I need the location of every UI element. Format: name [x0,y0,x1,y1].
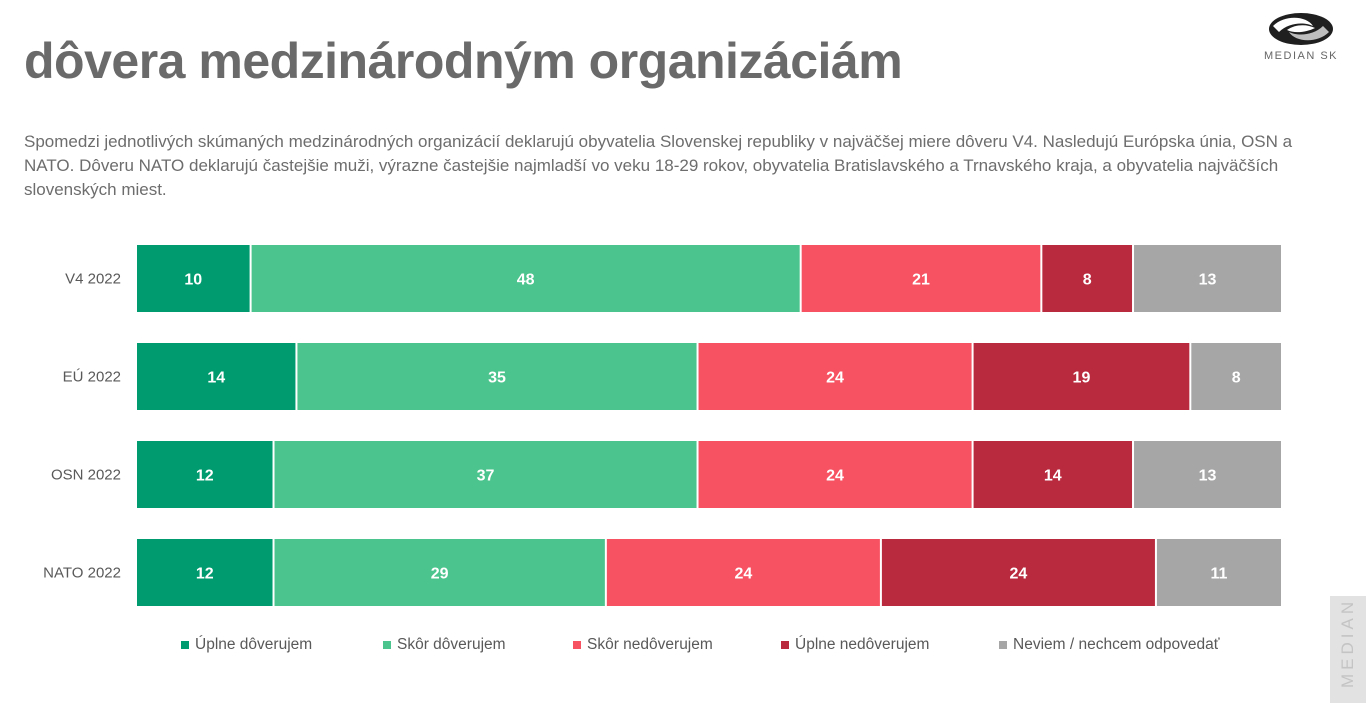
data-label: 24 [826,370,844,387]
bar-segment [973,343,1190,410]
data-label: 24 [826,468,844,485]
data-label: 10 [184,272,202,289]
data-label: 24 [1010,566,1028,583]
data-label: 12 [196,566,214,583]
chart-legend: Úplne dôverujem Skôr dôverujem Skôr nedôve… [0,636,1366,660]
data-label: 12 [196,468,214,485]
data-label: 14 [1044,468,1062,485]
bar-segment [606,539,880,606]
bar-segment [1156,539,1281,606]
legend-label: Skôr nedôverujem [587,636,713,653]
legend-label: Skôr dôverujem [397,636,506,653]
bar-segment [274,539,605,606]
bar-segment [1134,245,1281,312]
legend-item: Skôr nedôverujem [573,636,713,654]
legend-swatch [181,641,189,649]
side-brand-tab [1330,596,1366,703]
category-label: NATO 2022 [43,565,121,582]
data-label: 29 [431,566,449,583]
legend-item: Skôr dôverujem [383,636,506,654]
data-label: 11 [1211,566,1228,583]
category-label: EÚ 2022 [63,369,121,386]
bar-segment [973,441,1133,508]
bar-segment [1134,441,1281,508]
category-label: V4 2022 [65,271,121,288]
data-label: 13 [1199,272,1217,289]
data-label: 37 [477,468,495,485]
legend-swatch [999,641,1007,649]
bar-segment [137,245,250,312]
data-label: 35 [488,370,506,387]
median-logo-icon [1269,13,1333,45]
bar-segment [698,343,972,410]
legend-swatch [573,641,581,649]
bar-segment [137,343,296,410]
bar-segment [881,539,1155,606]
legend-label: Úplne dôverujem [195,636,313,653]
bar-segment [137,441,273,508]
data-label: 48 [517,272,535,289]
bar-segment [137,539,273,606]
legend-item: Úplne dôverujem [181,636,312,654]
bar-segment [251,245,800,312]
bar-segment [801,245,1041,312]
bar-segment [1042,245,1133,312]
legend-swatch [781,641,789,649]
legend-label: Neviem / nechcem odpovedať [1013,636,1220,653]
bar-segment [297,343,697,410]
bar-segment [698,441,972,508]
data-label: 19 [1073,370,1091,387]
legend-item: Úplne nedôverujem [781,636,929,654]
legend-label: Úplne nedôverujem [795,636,930,653]
bar-segment [274,441,697,508]
legend-swatch [383,641,391,649]
legend-item: Neviem / nechcem odpovedať [999,636,1220,654]
median-logo: MEDIAN SK [1264,10,1338,62]
side-brand-text: MEDIAN [1329,598,1366,688]
page-title: dôvera medzinárodným organizáciám [24,33,903,89]
data-label: 13 [1199,468,1217,485]
bar-segment [1191,343,1281,410]
data-label: 14 [207,370,225,387]
data-label: 8 [1083,272,1092,289]
data-label: 24 [734,566,752,583]
category-label: OSN 2022 [51,467,121,484]
data-label: 8 [1232,370,1241,387]
logo-text: MEDIAN SK [1264,50,1339,62]
data-label: 21 [912,272,930,289]
description-text: Spomedzi jednotlivých skúmaných medzinár… [24,132,1293,199]
